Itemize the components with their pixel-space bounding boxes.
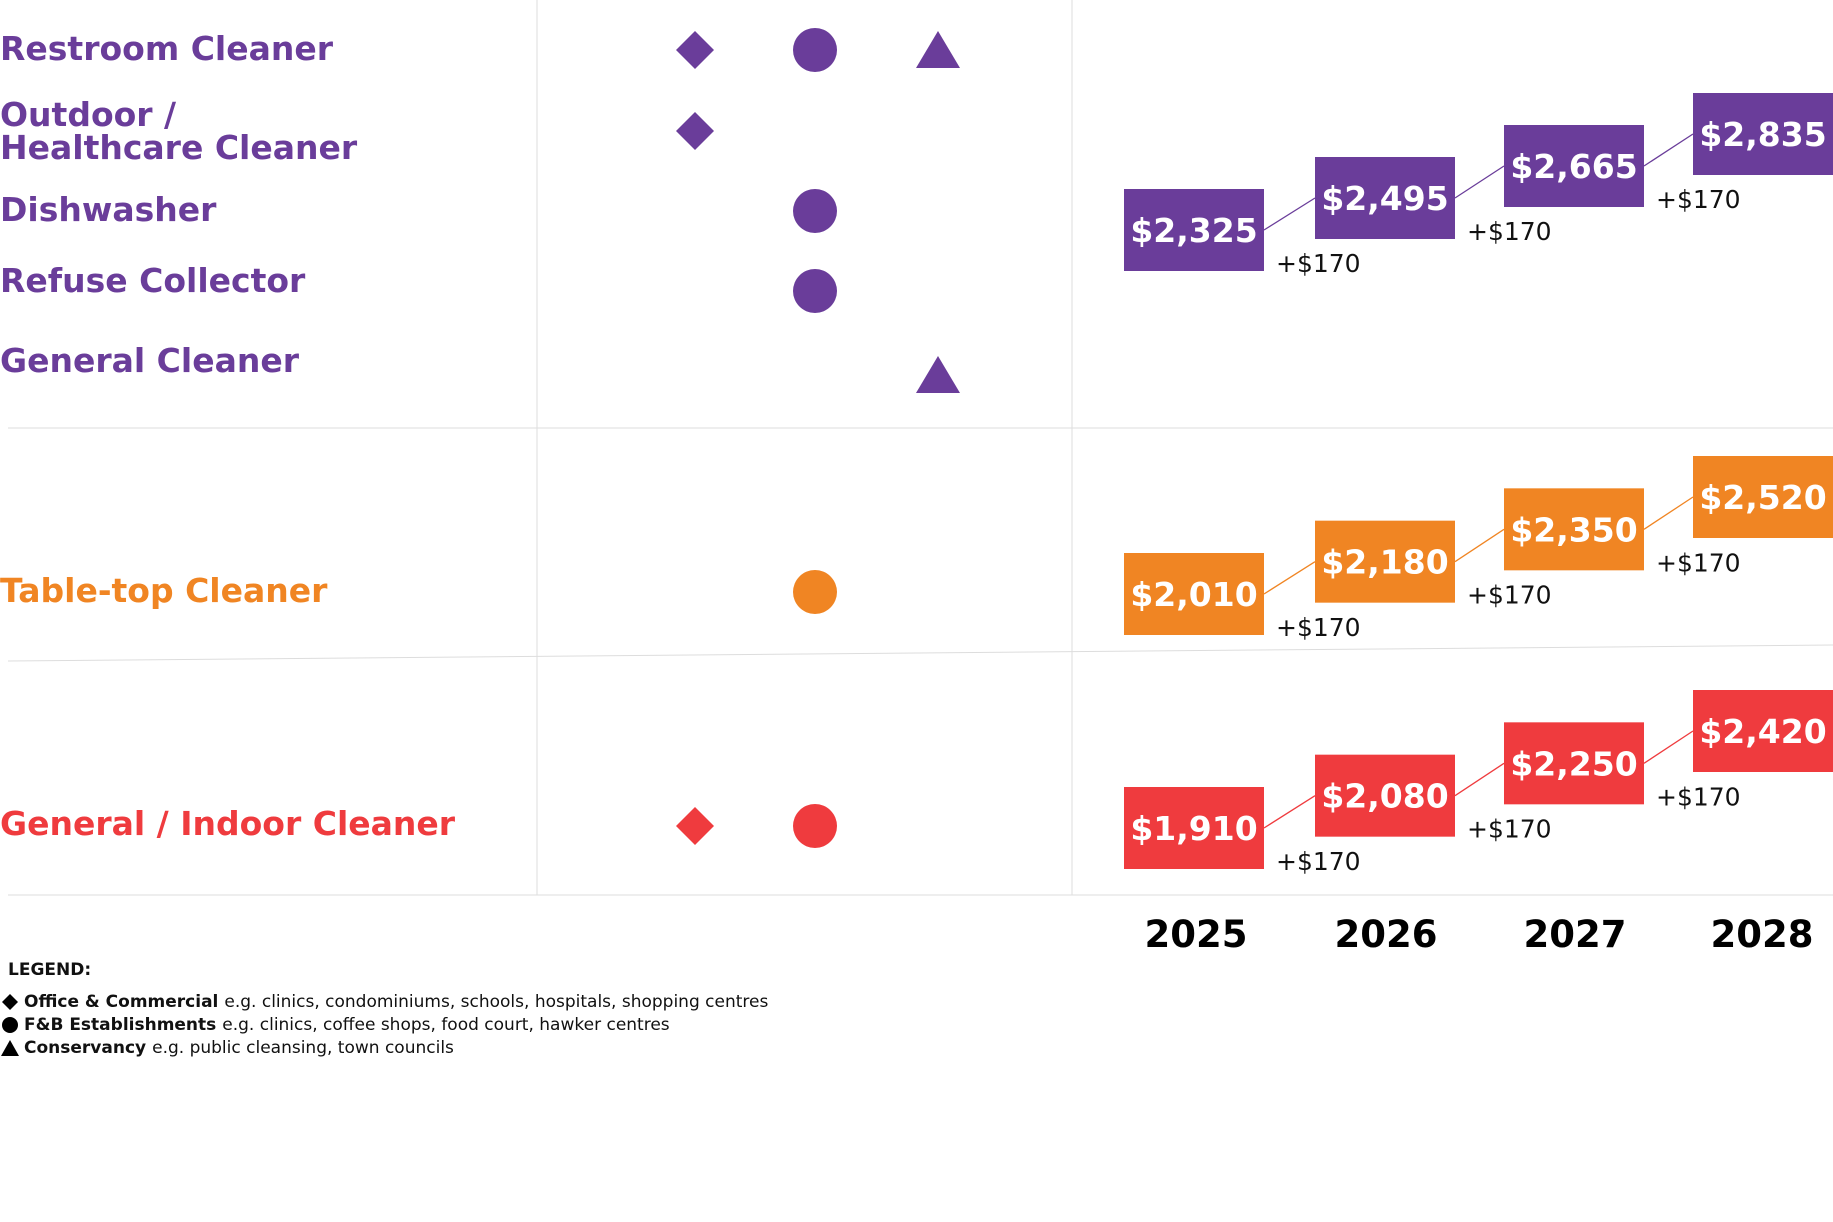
wage-box: [1124, 553, 1264, 635]
wage-connector: [1454, 762, 1505, 797]
legend-item-name: Conservancy: [24, 1037, 147, 1058]
wage-connector: [1643, 133, 1694, 167]
wage-increase: +$170: [1467, 815, 1552, 844]
wage-increase: +$170: [1656, 782, 1741, 811]
circle-icon: [793, 269, 837, 313]
wage-increase: +$170: [1656, 185, 1741, 214]
wage-box: [1124, 787, 1264, 869]
year-label: 2027: [1524, 913, 1627, 950]
legend-item-conservancy: Conservancy e.g. public cleansing, town …: [0, 1036, 768, 1059]
triangle-icon: [916, 31, 960, 68]
diamond-icon: [676, 31, 714, 69]
wage-connector: [1454, 528, 1505, 563]
wage-label: $2,520: [1699, 478, 1826, 517]
wage-label: $2,495: [1321, 179, 1448, 218]
wage-label: $2,350: [1510, 510, 1637, 549]
wage-connector: [1263, 197, 1316, 231]
wage-box: [1315, 754, 1455, 837]
wage-increase: +$170: [1656, 548, 1741, 577]
wage-increase: +$170: [1467, 581, 1552, 610]
wage-chart: Restroom Cleaner Outdoor /Healthcare Clea…: [0, 0, 1833, 950]
wage-box: [1504, 722, 1644, 805]
wage-box: [1693, 456, 1833, 538]
job-label: Dishwasher: [0, 190, 217, 229]
legend-title: LEGEND:: [8, 960, 92, 980]
circle-icon: [793, 28, 837, 72]
wage-label: $2,250: [1510, 744, 1637, 783]
grid-line: [7, 644, 1833, 662]
wage-connector: [1263, 561, 1316, 595]
wage-label: $1,910: [1130, 809, 1257, 848]
circle-icon: [2, 1016, 18, 1033]
year-label: 2026: [1335, 913, 1438, 950]
wage-box: [1124, 189, 1264, 271]
wage-connector: [1263, 795, 1316, 829]
wage-label: $2,180: [1321, 543, 1448, 582]
job-label: Table-top Cleaner: [0, 571, 328, 610]
legend-item-desc: e.g. clinics, coffee shops, food court, …: [222, 1014, 670, 1035]
wage-box: [1504, 488, 1644, 571]
legend: LEGEND: Office & Commercial e.g. clinics…: [0, 960, 768, 1059]
job-label: Refuse Collector: [0, 261, 306, 300]
job-label: Healthcare Cleaner: [0, 128, 358, 167]
legend-item-desc: e.g. public cleansing, town councils: [152, 1037, 454, 1058]
job-label: Restroom Cleaner: [0, 29, 334, 68]
grid-lines: [7, 0, 1833, 896]
wage-series: $2,325 $2,495 +$170 $2,665 +$170 $2,835 +$170 $…: [1124, 93, 1833, 876]
wage-increase: +$170: [1467, 217, 1552, 246]
wage-box: [1693, 690, 1833, 772]
job-label: Outdoor /: [0, 95, 177, 134]
year-label: 2025: [1145, 913, 1248, 950]
job-label: General / Indoor Cleaner: [0, 804, 456, 843]
legend-item-office: Office & Commercial e.g. clinics, condom…: [0, 990, 768, 1013]
wage-increase: +$170: [1276, 613, 1361, 642]
wage-label: $2,420: [1699, 712, 1826, 751]
job-labels: Restroom Cleaner Outdoor /Healthcare Clea…: [0, 29, 456, 843]
wage-box: [1315, 157, 1455, 239]
wage-increase: +$170: [1276, 249, 1361, 278]
wage-connector: [1454, 165, 1505, 199]
wage-label: $2,835: [1699, 115, 1826, 154]
wage-box: [1504, 125, 1644, 207]
wage-box: [1693, 93, 1833, 175]
wage-label: $2,080: [1321, 777, 1448, 816]
circle-icon: [793, 189, 837, 233]
legend-item-fnb: F&B Establishments e.g. clinics, coffee …: [0, 1013, 768, 1036]
year-label: 2028: [1711, 913, 1814, 950]
wage-increase: +$170: [1276, 847, 1361, 876]
circle-icon: [793, 570, 837, 614]
wage-box: [1315, 520, 1455, 603]
wage-label: $2,665: [1510, 147, 1637, 186]
diamond-icon: [676, 807, 714, 845]
year-axis: 2025 2026 2027 2028: [1145, 913, 1814, 950]
legend-item-name: F&B Establishments: [24, 1014, 217, 1035]
wage-connector: [1643, 496, 1694, 530]
wage-label: $2,010: [1130, 575, 1257, 614]
triangle-icon: [1, 1039, 19, 1056]
legend-item-desc: e.g. clinics, condominiums, schools, hos…: [224, 991, 769, 1012]
job-label: General Cleaner: [0, 341, 300, 380]
wage-connector: [1643, 730, 1694, 764]
circle-icon: [793, 804, 837, 848]
triangle-icon: [916, 356, 960, 393]
legend-item-name: Office & Commercial: [24, 991, 219, 1012]
wage-label: $2,325: [1130, 211, 1257, 250]
diamond-icon: [676, 112, 714, 150]
diamond-icon: [2, 993, 18, 1010]
sector-markers: [676, 28, 960, 848]
